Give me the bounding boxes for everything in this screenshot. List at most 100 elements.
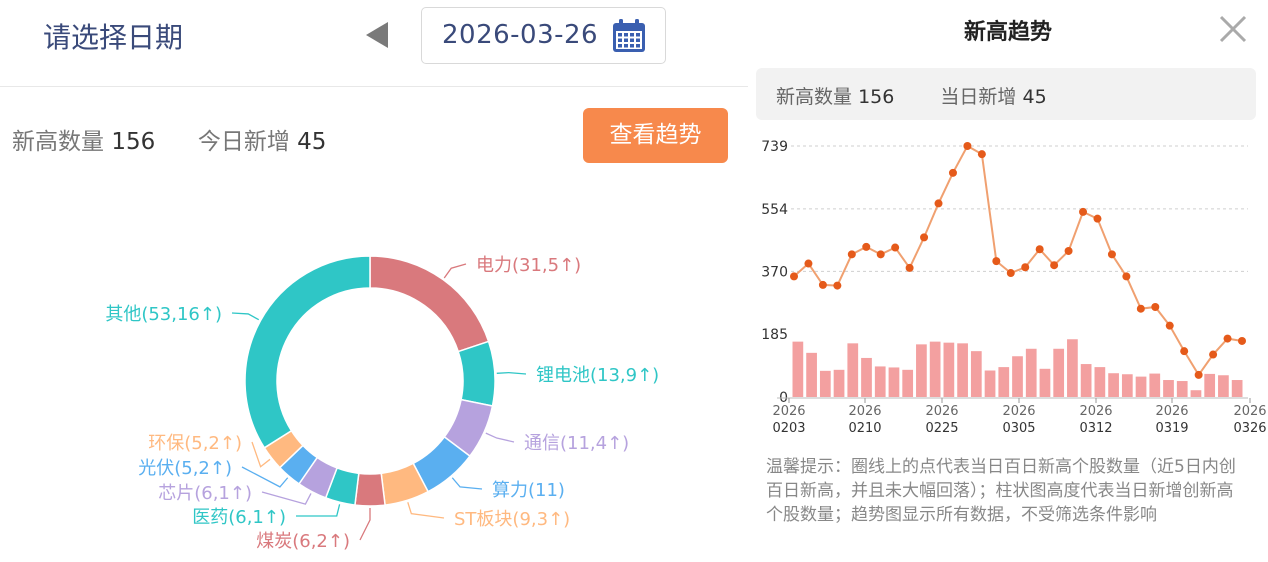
trend-point[interactable] — [862, 242, 871, 251]
donut-slice[interactable] — [369, 255, 490, 353]
trend-point[interactable] — [1050, 261, 1059, 270]
trend-point[interactable] — [1006, 269, 1015, 278]
trend-point[interactable] — [1165, 321, 1174, 330]
trend-point[interactable] — [847, 250, 856, 259]
today-new-label: 今日新增 — [197, 129, 290, 155]
donut-label: 电力(31,5↑) — [476, 255, 581, 276]
bar — [970, 351, 982, 397]
donut-label: 煤炭(6,2↑) — [256, 531, 350, 552]
trend-point[interactable] — [1223, 334, 1232, 343]
donut-label-line — [407, 502, 445, 519]
bar — [1135, 376, 1147, 397]
modal-today-value: 45 — [1022, 86, 1047, 108]
trend-point[interactable] — [920, 233, 929, 242]
donut-slice[interactable] — [457, 340, 496, 407]
trend-point[interactable] — [1151, 302, 1160, 311]
y-tick-label: 739 — [761, 139, 788, 155]
x-tick-date: 0225 — [925, 421, 958, 436]
donut-label: 其他(53,16↑) — [105, 304, 222, 325]
bar — [1163, 380, 1174, 397]
trend-point[interactable] — [1209, 350, 1218, 359]
trend-point[interactable] — [1021, 263, 1030, 272]
x-tick-date: 0319 — [1155, 421, 1188, 436]
trend-point[interactable] — [790, 272, 798, 281]
today-new-value: 45 — [297, 129, 327, 155]
trend-point[interactable] — [977, 150, 986, 159]
trend-point[interactable] — [934, 199, 943, 208]
bar — [957, 343, 968, 397]
donut-label-line — [295, 504, 341, 517]
trend-point[interactable] — [992, 257, 1001, 266]
trend-point[interactable] — [948, 168, 957, 177]
modal-stats: 新高数量 156 当日新增 45 — [756, 68, 1256, 120]
bar — [929, 341, 941, 397]
donut-label: ST板块(9,3↑) — [454, 509, 570, 530]
donut-label: 锂电池(13,9↑) — [536, 365, 659, 386]
donut-slice[interactable] — [354, 472, 386, 507]
donut-label-line — [241, 466, 289, 488]
trend-point[interactable] — [963, 142, 972, 150]
donut-label: 通信(11,4↑) — [524, 433, 629, 454]
modal-today-label: 当日新增 — [940, 86, 1017, 108]
close-icon[interactable] — [1217, 13, 1249, 45]
x-tick-date: 0326 — [1233, 421, 1266, 436]
trend-point[interactable] — [1035, 245, 1044, 254]
trend-point[interactable] — [804, 259, 813, 268]
bar — [1190, 390, 1202, 397]
trend-point[interactable] — [818, 280, 827, 289]
bar — [1121, 374, 1133, 397]
trend-point[interactable] — [891, 243, 900, 252]
bar — [1067, 339, 1078, 397]
donut-slice[interactable] — [244, 255, 371, 449]
donut-label: 环保(5,2↑) — [148, 433, 242, 454]
bar — [1025, 348, 1037, 397]
calendar-icon[interactable] — [610, 17, 648, 55]
trend-point[interactable] — [1093, 214, 1102, 223]
donut-label: 光伏(5,2↑) — [138, 458, 232, 479]
bar — [861, 357, 872, 397]
modal-high-label: 新高数量 — [776, 86, 853, 108]
view-trend-button[interactable]: 查看趋势 — [583, 108, 728, 163]
x-tick-date: 0305 — [1002, 421, 1035, 436]
bar — [1108, 373, 1119, 397]
x-tick-year: 2026 — [1233, 404, 1266, 419]
trend-point[interactable] — [905, 263, 914, 272]
x-tick-date: 0312 — [1079, 421, 1112, 436]
bar — [806, 352, 817, 397]
summary-stats: 新高数量 156 今日新增 45 — [12, 122, 326, 156]
new-high-label: 新高数量 — [12, 129, 104, 155]
donut-label-line — [359, 508, 371, 541]
trend-chart: 7395543701850202602032026021020260225202… — [761, 139, 1266, 436]
trend-point[interactable] — [1194, 370, 1203, 379]
page-title: 请选择日期 — [43, 21, 184, 54]
x-tick-year: 2026 — [1079, 404, 1112, 419]
donut-label: 芯片(6,1↑) — [158, 483, 252, 504]
trend-modal: 新高趋势 新高数量 156 当日新增 45 739 554 370 185 0 2026 0… — [748, 0, 1268, 562]
trend-point[interactable] — [1136, 304, 1145, 313]
x-tick-date: 0210 — [848, 421, 881, 436]
bar — [888, 367, 900, 397]
y-tick-label: 554 — [761, 202, 788, 218]
donut-label-line — [485, 432, 515, 443]
trend-line — [793, 144, 1243, 377]
donut-label: 医药(6,1↑) — [192, 507, 286, 528]
bar — [1094, 367, 1106, 397]
tip-text: 温馨提示：圈线上的点代表当日百日新高个股数量（近5日内创百日新高，并且未大幅回落… — [766, 457, 1236, 525]
trend-point[interactable] — [876, 250, 885, 259]
x-tick-date: 0203 — [772, 421, 805, 436]
industry-donut-chart: 电力(31,5↑) 锂电池(13,9↑) 通信(11,4↑) 算力(11) ST板块(9… — [105, 255, 659, 552]
trend-point[interactable] — [1180, 347, 1189, 356]
bar — [792, 341, 804, 397]
header-divider — [0, 86, 748, 87]
trend-point[interactable] — [1238, 336, 1246, 345]
trend-point[interactable] — [1122, 272, 1131, 281]
date-picker[interactable]: 2026-03-26 — [421, 7, 666, 64]
x-tick-year: 2026 — [1002, 404, 1035, 419]
trend-point[interactable] — [1107, 250, 1116, 259]
bar — [943, 342, 955, 397]
modal-high-value: 156 — [858, 86, 895, 108]
trend-point[interactable] — [1064, 246, 1073, 255]
trend-point[interactable] — [833, 281, 842, 290]
previous-date-arrow-icon[interactable] — [366, 22, 388, 48]
trend-point[interactable] — [1079, 207, 1088, 216]
